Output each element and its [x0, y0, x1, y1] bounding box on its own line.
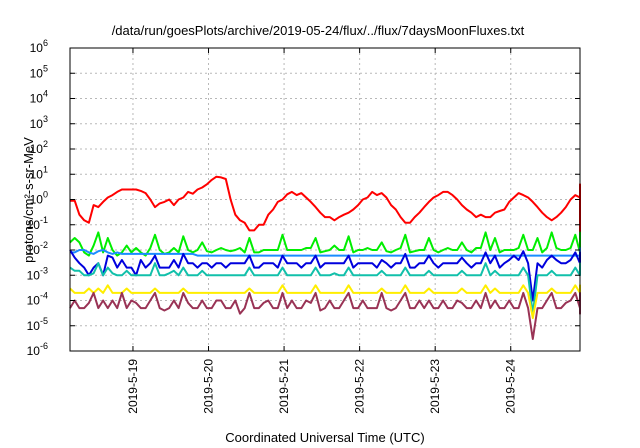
- y-tick-exponent: 4: [43, 89, 48, 99]
- y-tick-label: 10-3: [27, 265, 48, 282]
- y-tick-label: 10-4: [27, 291, 48, 308]
- series-line-1: [70, 175, 581, 239]
- y-tick-exponent: 1: [43, 164, 48, 174]
- y-tick-exponent: -2: [40, 240, 48, 250]
- x-tick-label: 2019-5-19: [126, 359, 140, 414]
- x-axis: 2019-5-19 2019-5-20 2019-5-21 2019-5-22 2019…: [126, 48, 518, 414]
- y-tick-base: 10: [27, 218, 41, 232]
- x-tick-label: 2019-5-23: [428, 359, 442, 414]
- y-tick-label: 10-1: [27, 215, 48, 232]
- y-tick-exponent: -1: [40, 215, 48, 225]
- y-axis-label: protons/cm²-s-sr-MeV: [21, 137, 36, 263]
- y-tick-exponent: 2: [43, 139, 48, 149]
- series-line-3: [70, 247, 581, 257]
- y-tick-exponent: 5: [43, 63, 48, 73]
- series-line-6: [69, 284, 581, 320]
- y-tick-base: 10: [27, 294, 41, 308]
- y-tick-exponent: -3: [40, 265, 48, 275]
- series-line-5: [69, 262, 581, 315]
- y-tick-base: 10: [30, 142, 44, 156]
- y-tick-base: 10: [30, 117, 44, 131]
- y-tick-base: 10: [27, 268, 41, 282]
- y-tick-base: 10: [30, 167, 44, 181]
- y-tick-base: 10: [27, 243, 41, 257]
- y-tick-label: 102: [30, 139, 48, 156]
- y-tick-base: 10: [30, 193, 44, 207]
- y-tick-base: 10: [30, 92, 44, 106]
- x-tick-label: 2019-5-20: [202, 359, 216, 414]
- y-tick-exponent: 0: [43, 190, 48, 200]
- chart-title: /data/run/goesPlots/archive/2019-05-24/f…: [112, 23, 525, 38]
- y-tick-label: 104: [30, 89, 48, 106]
- series-line-7: [69, 291, 581, 340]
- x-tick-label: 2019-5-24: [504, 359, 518, 414]
- y-tick-exponent: 6: [43, 38, 48, 48]
- y-tick-label: 10-6: [27, 341, 48, 358]
- y-tick-exponent: -4: [40, 291, 48, 301]
- y-tick-label: 10-2: [27, 240, 48, 257]
- y-tick-label: 10-5: [27, 316, 48, 333]
- series-layer: [69, 175, 581, 340]
- x-tick-label: 2019-5-22: [353, 359, 367, 414]
- y-tick-label: 103: [30, 114, 48, 131]
- y-tick-label: 100: [30, 190, 48, 207]
- y-axis: 10-610-510-410-310-210-11001011021031041…: [27, 38, 580, 358]
- series-line-2: [69, 231, 581, 257]
- grid: [70, 48, 580, 351]
- y-tick-base: 10: [30, 41, 44, 55]
- y-tick-base: 10: [30, 66, 44, 80]
- y-tick-exponent: -6: [40, 341, 48, 351]
- y-tick-base: 10: [27, 344, 41, 358]
- y-tick-label: 101: [30, 164, 48, 181]
- y-tick-label: 106: [30, 38, 48, 55]
- y-tick-exponent: -5: [40, 316, 48, 326]
- x-tick-label: 2019-5-21: [277, 359, 291, 414]
- y-tick-label: 105: [30, 63, 48, 80]
- x-axis-label: Coordinated Universal Time (UTC): [225, 430, 424, 445]
- y-tick-exponent: 3: [43, 114, 48, 124]
- y-tick-base: 10: [27, 319, 41, 333]
- series-line-4: [69, 249, 581, 302]
